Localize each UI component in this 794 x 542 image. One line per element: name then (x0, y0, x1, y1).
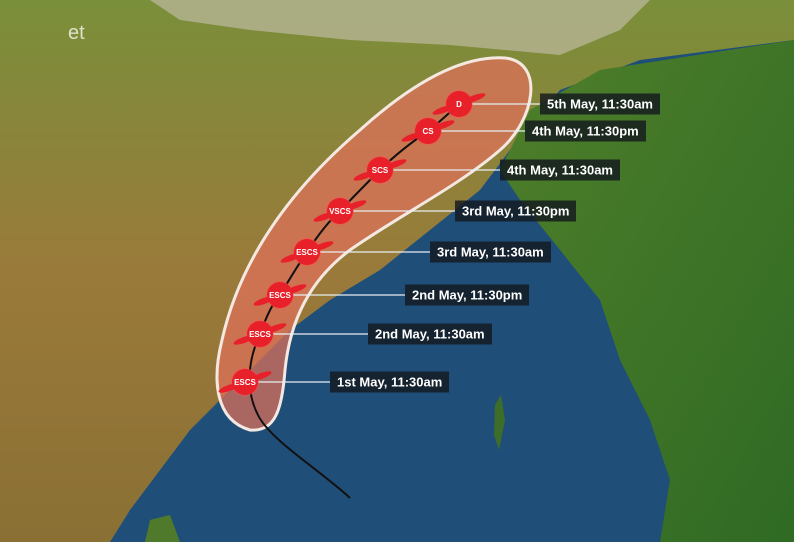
forecast-time-label: 2nd May, 11:30pm (405, 284, 530, 306)
cyclone-category: ESCS (234, 377, 256, 387)
cyclone-category: ESCS (269, 290, 291, 300)
cyclone-marker: VSCS (327, 198, 353, 224)
cyclone-marker: ESCS (232, 369, 258, 395)
cyclone-marker: CS (415, 118, 441, 144)
forecast-time-label: 3rd May, 11:30am (430, 241, 551, 263)
cyclone-marker: ESCS (267, 282, 293, 308)
himalaya (150, 0, 650, 55)
cyclone-category: SCS (371, 165, 389, 175)
cyclone-marker: SCS (367, 157, 393, 183)
forecast-time-label: 3rd May, 11:30pm (455, 200, 577, 222)
forecast-cone (215, 56, 533, 432)
forecast-time-label: 2nd May, 11:30am (368, 323, 492, 345)
andaman-islands (494, 395, 505, 450)
forecast-time-label: 4th May, 11:30am (500, 159, 620, 181)
forecast-time-label: 5th May, 11:30am (540, 93, 660, 115)
cyclone-category: ESCS (249, 329, 271, 339)
cyclone-marker: ESCS (247, 321, 273, 347)
cyclone-category: ESCS (296, 247, 318, 257)
sri-lanka (145, 515, 180, 542)
cyclone-marker: D (446, 91, 472, 117)
watermark-logo: et (68, 22, 85, 44)
cyclone-category: CS (422, 126, 434, 136)
cyclone-category: VSCS (329, 206, 351, 216)
forecast-time-label: 1st May, 11:30am (330, 371, 450, 393)
forecast-time-label: 4th May, 11:30pm (525, 120, 646, 142)
cyclone-category: D (456, 99, 462, 109)
cyclone-marker: ESCS (294, 239, 320, 265)
